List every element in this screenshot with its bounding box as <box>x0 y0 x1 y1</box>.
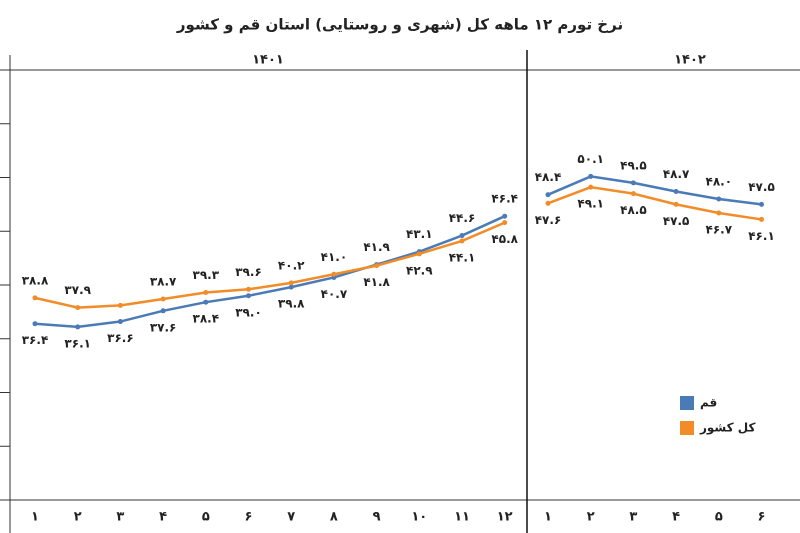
value-label: ۴۸.۰ <box>706 175 733 189</box>
value-label: ۳۹.۸ <box>278 297 305 311</box>
value-label: ۳۸.۴ <box>193 312 220 326</box>
point <box>716 210 722 216</box>
value-label: ۳۶.۴ <box>22 333 49 347</box>
value-label: ۳۸.۷ <box>150 274 177 288</box>
value-label: ۳۷.۶ <box>150 320 177 334</box>
value-label: ۴۳.۱ <box>406 227 433 241</box>
point <box>459 238 465 244</box>
point <box>716 196 722 202</box>
series-line <box>547 175 762 206</box>
legend-swatch <box>680 421 694 435</box>
point <box>331 271 337 277</box>
x-tick-label: ۴ <box>159 510 167 525</box>
x-tick-label: ۶ <box>758 510 766 525</box>
value-label: ۴۷.۶ <box>535 213 562 227</box>
value-label: ۴۴.۱ <box>449 250 476 264</box>
series-line <box>34 221 506 309</box>
value-label: ۴۶.۴ <box>491 192 518 206</box>
legend-label: قم <box>700 396 717 410</box>
value-label: ۴۵.۸ <box>491 232 518 246</box>
point <box>203 290 209 296</box>
point <box>117 319 123 325</box>
year-label: ۱۴۰۲ <box>674 53 706 68</box>
point <box>246 286 251 292</box>
value-label: ۳۹.۳ <box>193 268 220 282</box>
x-tick-label: ۱ <box>544 510 552 525</box>
point <box>160 296 166 302</box>
point <box>588 184 594 190</box>
value-label: ۴۶.۷ <box>706 222 733 236</box>
value-label: ۳۷.۹ <box>64 283 91 297</box>
x-tick-label: ۵ <box>715 510 723 525</box>
x-tick-label: ۹ <box>373 510 381 525</box>
x-tick-label: ۸ <box>330 510 338 525</box>
point <box>32 321 38 327</box>
x-tick-label: ۷ <box>287 510 295 525</box>
value-label: ۳۶.۱ <box>64 336 91 350</box>
x-tick-label: ۳ <box>116 510 124 525</box>
value-label: ۴۰.۲ <box>278 258 305 272</box>
point <box>160 308 166 314</box>
value-label: ۵۰.۱ <box>577 152 604 166</box>
point <box>759 216 764 222</box>
value-label: ۴۴.۶ <box>449 211 476 225</box>
x-tick-label: ۴ <box>672 510 680 525</box>
point <box>502 213 508 219</box>
point <box>374 263 380 269</box>
series-line <box>547 185 762 221</box>
point <box>459 233 465 239</box>
x-tick-label: ۱ <box>31 510 39 525</box>
point <box>203 299 209 305</box>
year-label: ۱۴۰۱ <box>252 53 284 68</box>
value-label: ۴۱.۹ <box>363 240 390 254</box>
point <box>545 192 551 198</box>
value-label: ۴۶.۱ <box>748 229 775 243</box>
point <box>117 302 123 308</box>
point <box>630 191 636 197</box>
point <box>288 284 294 290</box>
chart-title: نرخ تورم ۱۲ ماهه کل (شهری و روستایی) است… <box>176 16 623 34</box>
x-tick-label: ۱۱ <box>454 510 470 525</box>
point <box>673 188 679 194</box>
x-tick-label: ۶ <box>245 510 253 525</box>
value-label: ۳۹.۶ <box>235 265 262 279</box>
legend-swatch <box>680 396 694 410</box>
value-label: ۳۸.۸ <box>22 273 49 287</box>
value-label: ۴۱.۰ <box>321 250 348 264</box>
point <box>75 305 81 311</box>
value-label: ۴۸.۷ <box>663 167 690 181</box>
value-label: ۴۸.۴ <box>535 170 562 184</box>
point <box>630 180 636 186</box>
value-label: ۴۰.۷ <box>321 287 348 301</box>
x-tick-label: ۲ <box>74 510 82 525</box>
point <box>288 280 294 286</box>
x-tick-label: ۳ <box>629 510 637 525</box>
x-tick-label: ۲ <box>587 510 595 525</box>
series-line <box>34 215 506 329</box>
value-label: ۴۹.۵ <box>620 158 647 172</box>
point <box>673 201 679 207</box>
point <box>246 293 251 299</box>
legend-label: کل کشور <box>699 421 756 436</box>
point <box>75 324 81 330</box>
value-label: ۴۷.۵ <box>748 180 775 194</box>
value-label: ۴۲.۹ <box>406 263 433 277</box>
x-tick-label: ۱۲ <box>497 510 513 525</box>
value-label: ۴۷.۵ <box>663 214 690 228</box>
point <box>502 220 508 226</box>
value-label: ۴۹.۱ <box>577 197 604 211</box>
value-label: ۴۸.۵ <box>620 203 647 217</box>
value-label: ۴۱.۸ <box>363 275 390 289</box>
point <box>32 295 38 301</box>
point <box>759 201 764 207</box>
point <box>588 173 594 179</box>
x-tick-label: ۱۰ <box>411 510 427 525</box>
point <box>545 200 551 206</box>
x-tick-label: ۵ <box>202 510 210 525</box>
value-label: ۳۹.۰ <box>235 305 262 319</box>
point <box>416 251 422 257</box>
value-label: ۳۶.۶ <box>107 331 134 345</box>
